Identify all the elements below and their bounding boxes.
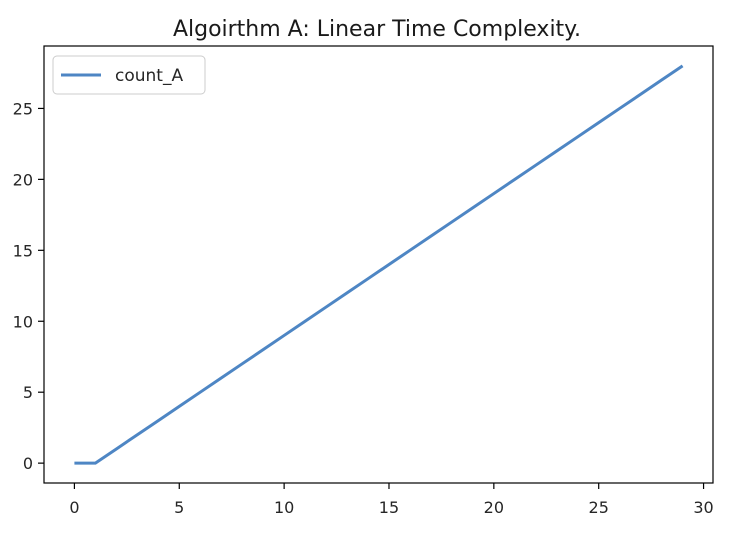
series-line-count_A: [74, 64, 684, 465]
legend-label-count_A: count_A: [115, 66, 183, 86]
y-tick-label: 15: [13, 241, 33, 260]
axes: 0 5 10 15 20 25 30 0 5 10 15 20 25: [13, 45, 714, 517]
y-tick-label: 0: [23, 454, 33, 473]
x-tick-label: 15: [379, 498, 399, 517]
legend: count_A: [52, 55, 206, 95]
x-tick-label: 20: [484, 498, 504, 517]
chart-title: Algoirthm A: Linear Time Complexity.: [173, 17, 581, 42]
y-tick-label: 5: [23, 383, 33, 402]
legend-box: [52, 55, 206, 95]
x-tick-label: 25: [589, 498, 609, 517]
y-tick-label: 10: [13, 312, 33, 331]
x-tick-label: 30: [693, 498, 713, 517]
y-tick-label: 25: [13, 99, 33, 118]
y-tick-label: 20: [13, 170, 33, 189]
x-tick-label: 5: [174, 498, 184, 517]
plot-area: [74, 64, 684, 465]
x-tick-label: 10: [274, 498, 294, 517]
axes-frame: [43, 45, 714, 484]
x-tick-label: 0: [69, 498, 79, 517]
